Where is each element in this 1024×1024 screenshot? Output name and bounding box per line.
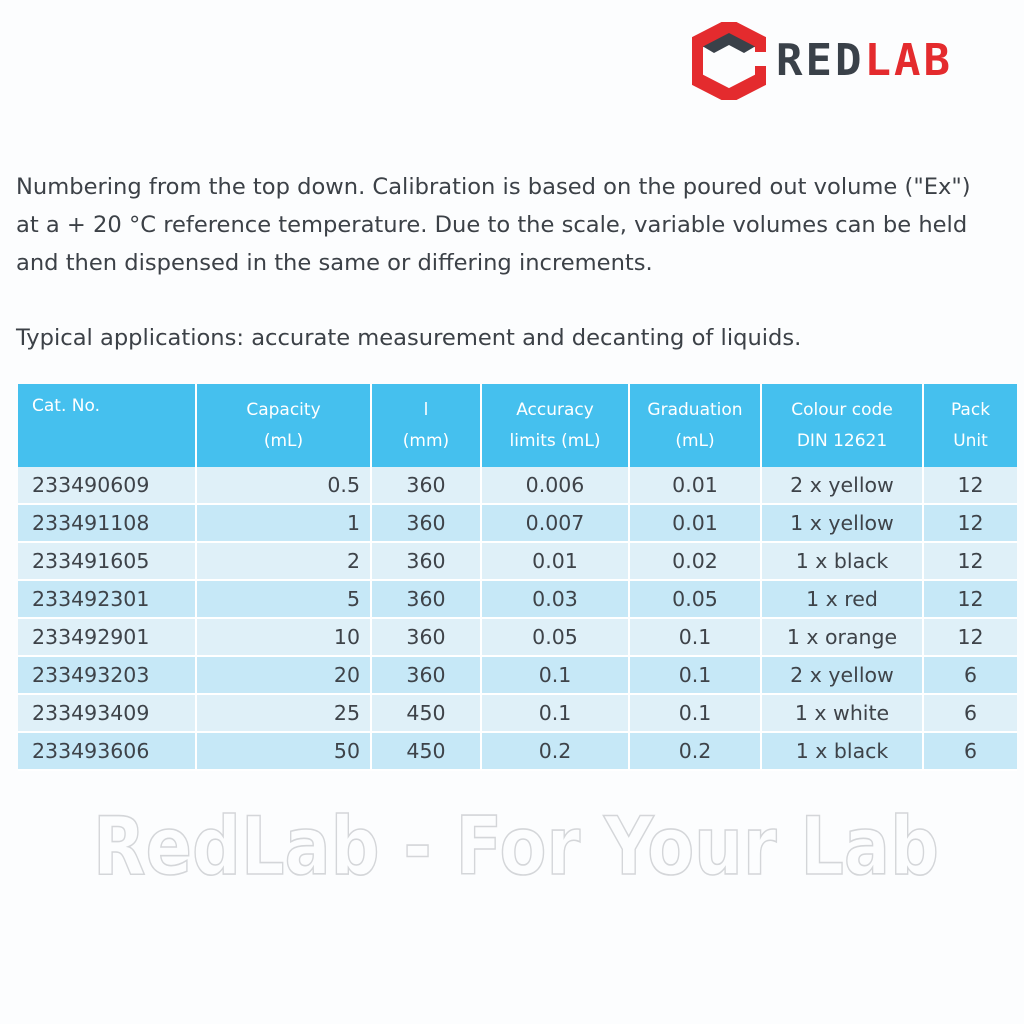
watermark: RedLab - For Your Lab xyxy=(92,799,940,894)
intro-line-1: Numbering from the top down. Calibration… xyxy=(16,174,971,200)
applications-text: Typical applications: accurate measureme… xyxy=(16,325,802,351)
cell-accuracy: 0.01 xyxy=(482,543,630,581)
cell-pack-unit: 12 xyxy=(924,505,1017,543)
hexagon-logo-icon xyxy=(692,22,766,100)
logo-text-red: RED xyxy=(776,35,865,86)
cell-length: 360 xyxy=(372,581,482,619)
specification-table: Cat. No. Capacity (mL) l (mm) Accuracy limi… xyxy=(18,384,1017,771)
cell-graduation: 0.1 xyxy=(630,657,762,695)
cell-cat-no: 233493409 xyxy=(18,695,197,733)
logo-wordmark: REDLAB xyxy=(776,22,953,100)
cell-capacity: 1 xyxy=(197,505,372,543)
cell-length: 360 xyxy=(372,657,482,695)
header-length: l (mm) xyxy=(372,384,482,467)
cell-graduation: 0.01 xyxy=(630,467,762,505)
cell-accuracy: 0.03 xyxy=(482,581,630,619)
intro-line-2: at a + 20 °C reference temperature. Due … xyxy=(16,212,968,238)
cell-length: 360 xyxy=(372,505,482,543)
redlab-logo: REDLAB xyxy=(692,22,953,100)
cell-colour-code: 1 x yellow xyxy=(762,505,924,543)
cell-length: 450 xyxy=(372,733,482,771)
cell-length: 360 xyxy=(372,467,482,505)
cell-pack-unit: 12 xyxy=(924,619,1017,657)
cell-colour-code: 1 x black xyxy=(762,543,924,581)
cell-accuracy: 0.007 xyxy=(482,505,630,543)
header-accuracy: Accuracy limits (mL) xyxy=(482,384,630,467)
intro-line-3: and then dispensed in the same or differ… xyxy=(16,250,653,276)
header-colour-code: Colour code DIN 12621 xyxy=(762,384,924,467)
cell-accuracy: 0.006 xyxy=(482,467,630,505)
table-row: 233493409 25 450 0.1 0.1 1 x white 6 xyxy=(18,695,1017,733)
cell-cat-no: 233491605 xyxy=(18,543,197,581)
cell-length: 360 xyxy=(372,543,482,581)
table-row: 233491605 2 360 0.01 0.02 1 x black 12 xyxy=(18,543,1017,581)
cell-graduation: 0.02 xyxy=(630,543,762,581)
cell-graduation: 0.05 xyxy=(630,581,762,619)
cell-colour-code: 1 x orange xyxy=(762,619,924,657)
cell-cat-no: 233492901 xyxy=(18,619,197,657)
cell-capacity: 0.5 xyxy=(197,467,372,505)
cell-pack-unit: 12 xyxy=(924,581,1017,619)
cell-pack-unit: 6 xyxy=(924,733,1017,771)
cell-colour-code: 1 x white xyxy=(762,695,924,733)
cell-graduation: 0.1 xyxy=(630,619,762,657)
table-row: 233492901 10 360 0.05 0.1 1 x orange 12 xyxy=(18,619,1017,657)
cell-colour-code: 1 x black xyxy=(762,733,924,771)
header-graduation: Graduation (mL) xyxy=(630,384,762,467)
cell-cat-no: 233491108 xyxy=(18,505,197,543)
cell-capacity: 10 xyxy=(197,619,372,657)
cell-cat-no: 233490609 xyxy=(18,467,197,505)
logo-text-lab: LAB xyxy=(864,35,953,86)
table-row: 233492301 5 360 0.03 0.05 1 x red 12 xyxy=(18,581,1017,619)
cell-capacity: 20 xyxy=(197,657,372,695)
table-row: 233490609 0.5 360 0.006 0.01 2 x yellow … xyxy=(18,467,1017,505)
cell-colour-code: 2 x yellow xyxy=(762,467,924,505)
header-pack-unit: Pack Unit xyxy=(924,384,1017,467)
cell-accuracy: 0.1 xyxy=(482,695,630,733)
table-row: 233493203 20 360 0.1 0.1 2 x yellow 6 xyxy=(18,657,1017,695)
watermark-text: RedLab - For Your Lab xyxy=(93,800,939,893)
intro-paragraph: Numbering from the top down. Calibration… xyxy=(16,168,1020,282)
cell-cat-no: 233493606 xyxy=(18,733,197,771)
cell-graduation: 0.1 xyxy=(630,695,762,733)
cell-capacity: 2 xyxy=(197,543,372,581)
header-capacity: Capacity (mL) xyxy=(197,384,372,467)
cell-graduation: 0.01 xyxy=(630,505,762,543)
header-cat-no: Cat. No. xyxy=(18,384,197,467)
cell-cat-no: 233493203 xyxy=(18,657,197,695)
table-row: 233493606 50 450 0.2 0.2 1 x black 6 xyxy=(18,733,1017,771)
cell-colour-code: 1 x red xyxy=(762,581,924,619)
cell-accuracy: 0.05 xyxy=(482,619,630,657)
cell-pack-unit: 12 xyxy=(924,467,1017,505)
cell-capacity: 50 xyxy=(197,733,372,771)
cell-graduation: 0.2 xyxy=(630,733,762,771)
cell-cat-no: 233492301 xyxy=(18,581,197,619)
cell-length: 360 xyxy=(372,619,482,657)
cell-capacity: 5 xyxy=(197,581,372,619)
cell-colour-code: 2 x yellow xyxy=(762,657,924,695)
table-row: 233491108 1 360 0.007 0.01 1 x yellow 12 xyxy=(18,505,1017,543)
cell-capacity: 25 xyxy=(197,695,372,733)
cell-length: 450 xyxy=(372,695,482,733)
cell-pack-unit: 6 xyxy=(924,695,1017,733)
cell-pack-unit: 12 xyxy=(924,543,1017,581)
table-header-row: Cat. No. Capacity (mL) l (mm) Accuracy limi… xyxy=(18,384,1017,467)
cell-accuracy: 0.1 xyxy=(482,657,630,695)
cell-pack-unit: 6 xyxy=(924,657,1017,695)
cell-accuracy: 0.2 xyxy=(482,733,630,771)
